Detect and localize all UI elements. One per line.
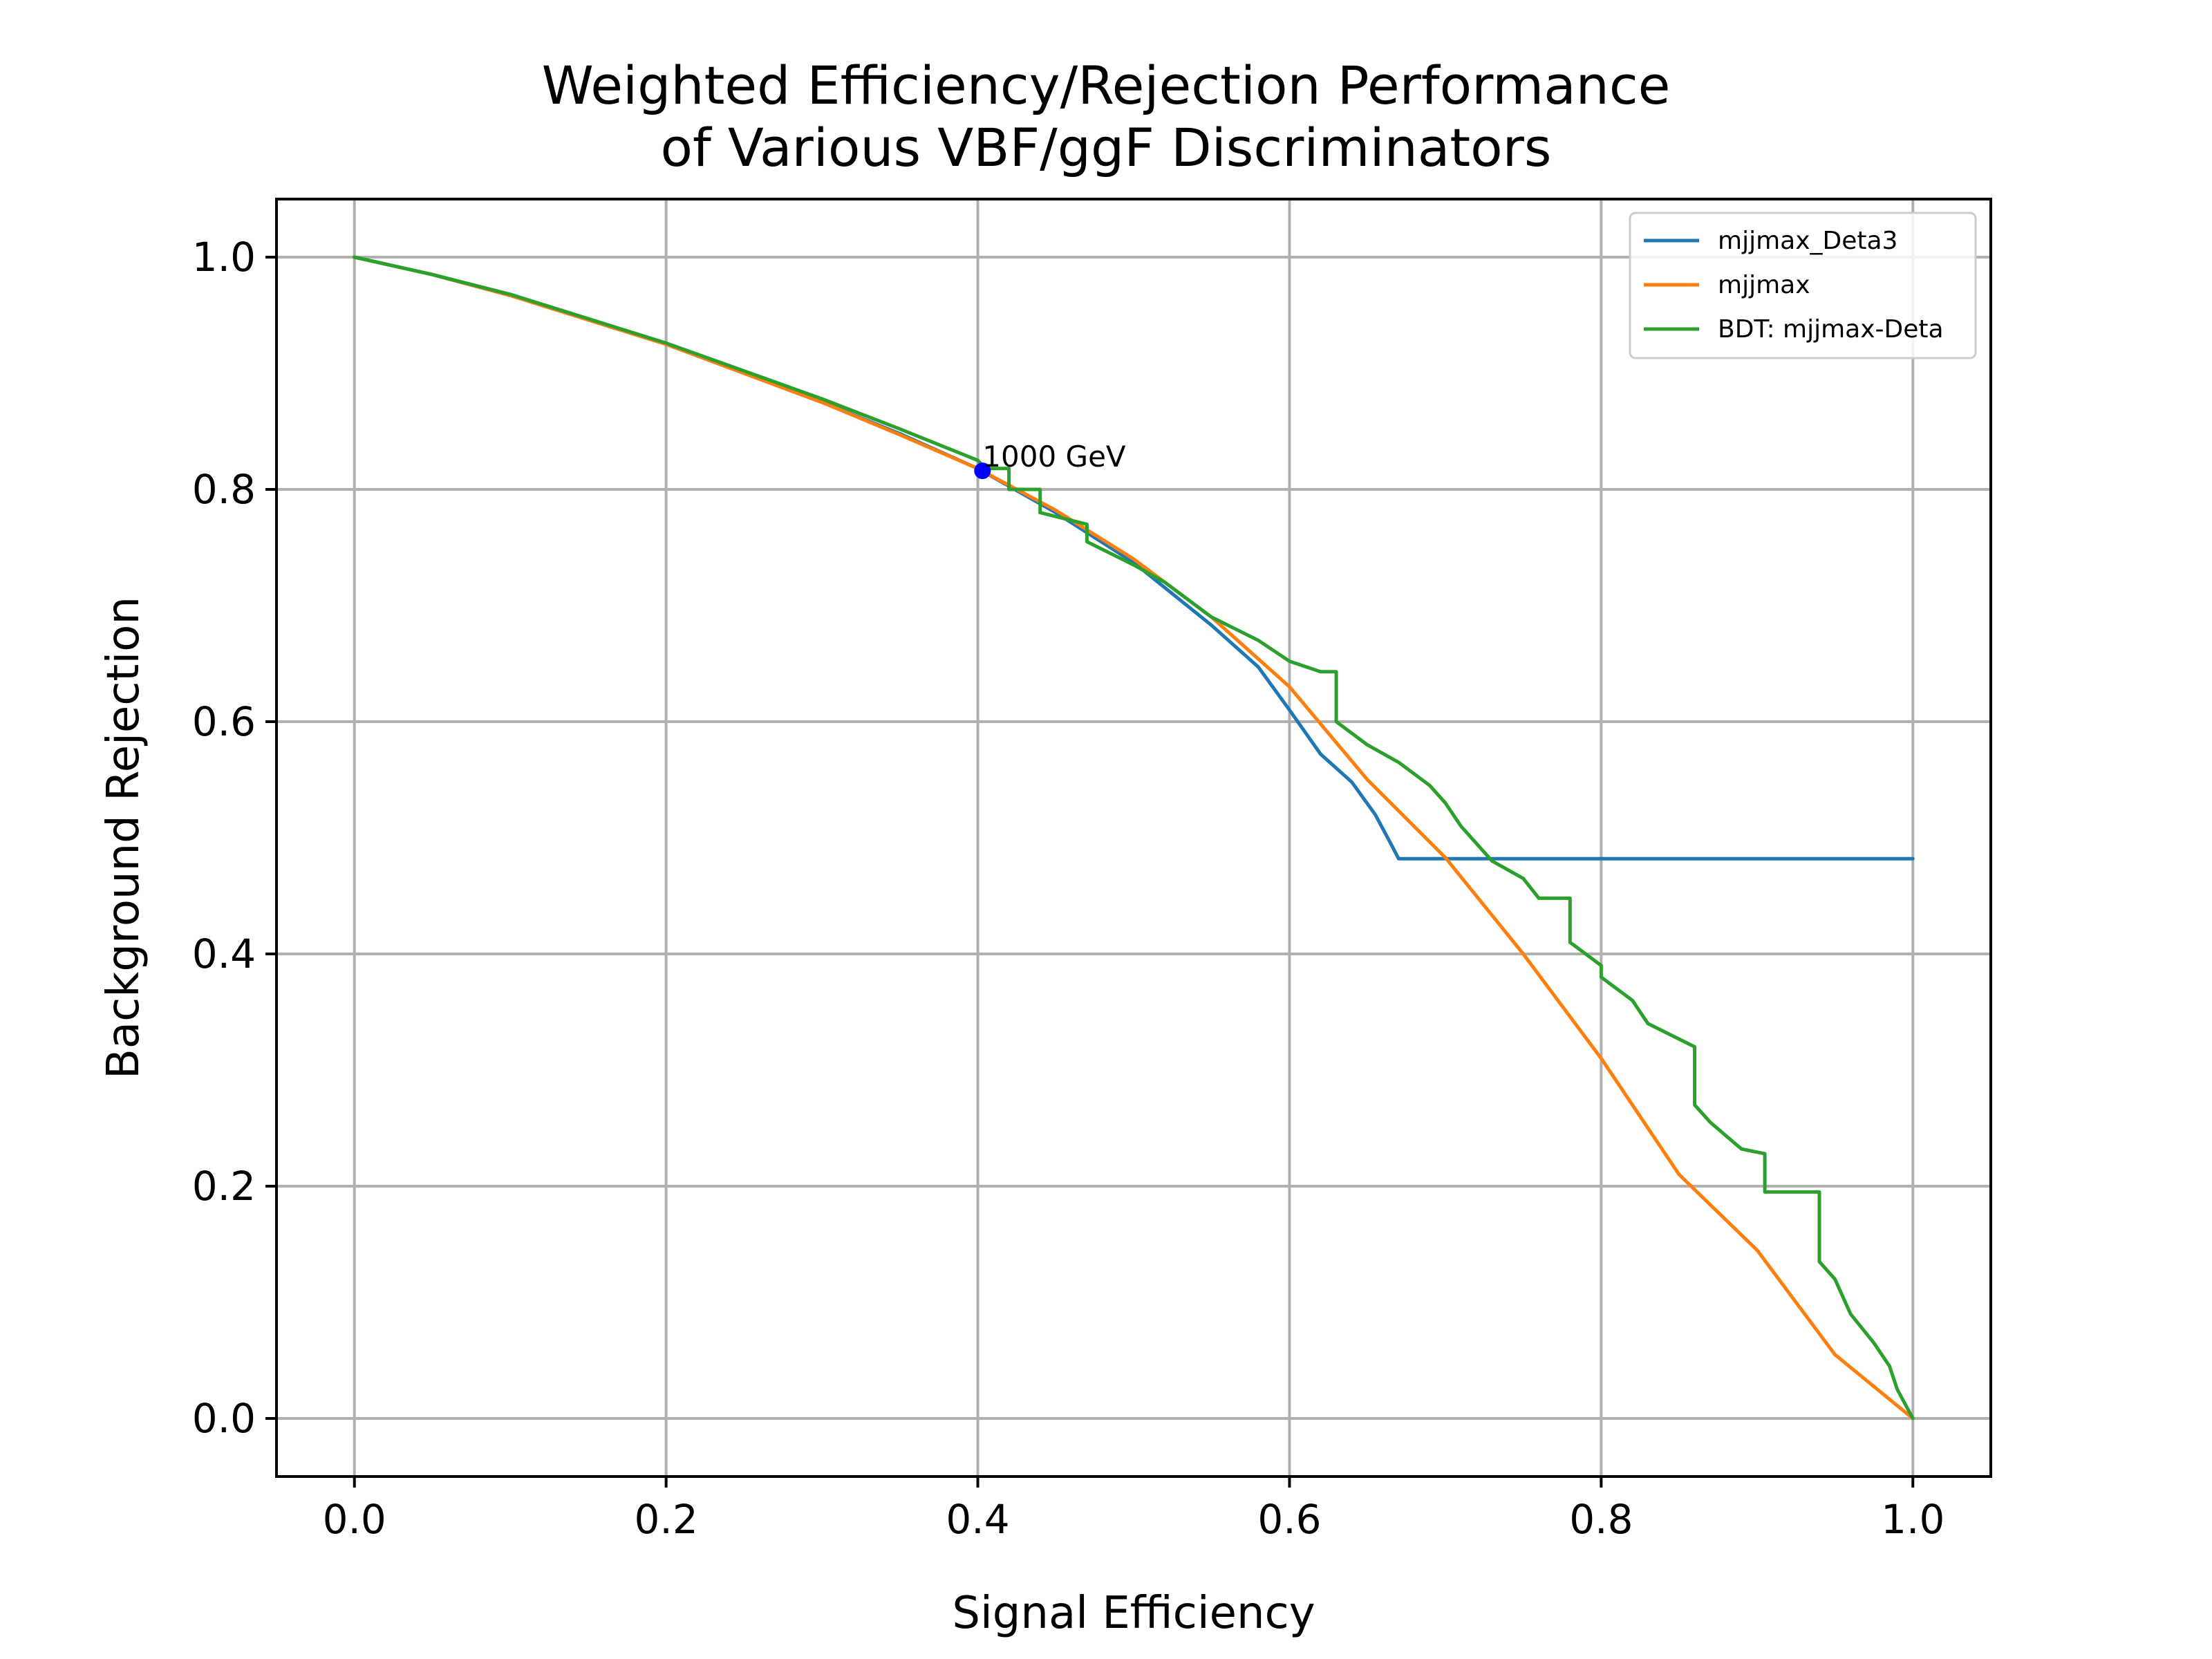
x-tick-label: 0.6 [1257, 1496, 1321, 1543]
y-tick-label: 0.8 [192, 466, 256, 513]
y-axis-label: Background Rejection [98, 597, 149, 1079]
y-tick-label: 0.2 [192, 1163, 256, 1210]
legend-label: mjjmax_Deta3 [1718, 227, 1897, 255]
chart-title-line-2: of Various VBF/ggF Discriminators [660, 117, 1551, 178]
x-tick-label: 0.2 [635, 1496, 698, 1543]
x-axis-label: Signal Efficiency [952, 1588, 1315, 1639]
annotation-group: 1000 GeV [974, 440, 1126, 480]
legend-label: BDT: mjjmax-Deta [1718, 315, 1944, 344]
annotation-point [974, 462, 991, 480]
y-tick-label: 0.0 [192, 1395, 256, 1442]
x-tick-label: 0.0 [323, 1496, 386, 1543]
x-tick-label: 0.8 [1569, 1496, 1633, 1543]
chart-title-line-1: Weighted Efficiency/Rejection Performanc… [542, 55, 1671, 116]
x-axis: 0.0 0.2 0.4 0.6 0.8 1.0 [323, 1477, 1944, 1543]
annotation-label: 1000 GeV [982, 440, 1126, 474]
grid [276, 199, 1991, 1477]
plot-frame [275, 198, 1992, 1478]
legend-label: mjjmax [1718, 271, 1810, 299]
legend-box [1629, 212, 1977, 359]
y-tick-label: 0.4 [192, 930, 256, 977]
x-tick-label: 0.4 [946, 1496, 1009, 1543]
y-axis: 0.0 0.2 0.4 0.6 0.8 1.0 [192, 234, 276, 1442]
y-tick-label: 0.6 [192, 698, 256, 745]
y-tick-label: 1.0 [192, 234, 256, 281]
x-tick-label: 1.0 [1881, 1496, 1944, 1543]
